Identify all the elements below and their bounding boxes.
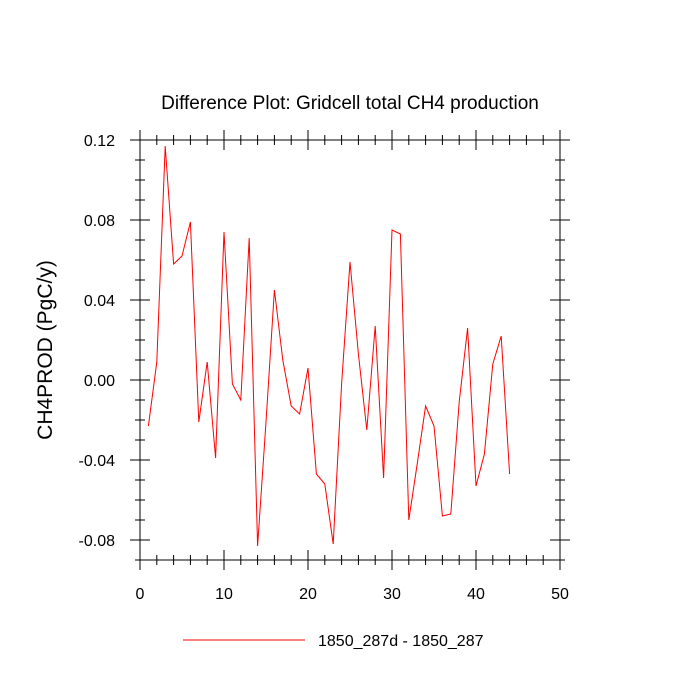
x-tick-label: 20 bbox=[299, 586, 317, 603]
y-tick-label: 0.12 bbox=[84, 133, 115, 150]
x-tick-label: 10 bbox=[215, 586, 233, 603]
plot-frame bbox=[139, 139, 561, 561]
x-tick-label: 50 bbox=[551, 586, 569, 603]
x-axis-ticks: 0 10 20 30 40 50 bbox=[136, 130, 569, 603]
y-tick-label: 0.00 bbox=[84, 373, 115, 390]
x-tick-label: 0 bbox=[136, 586, 145, 603]
chart-title: Difference Plot: Gridcell total CH4 prod… bbox=[161, 93, 539, 114]
series-layer bbox=[147, 145, 511, 547]
y-axis-ticks: -0.08 -0.04 0.00 0.04 0.08 0.12 bbox=[79, 133, 570, 550]
minor-ticks bbox=[135, 135, 565, 565]
legend: 1850_287d - 1850_287 bbox=[183, 633, 484, 650]
x-tick-label: 30 bbox=[383, 586, 401, 603]
legend-label: 1850_287d - 1850_287 bbox=[318, 633, 484, 650]
series-line-0 bbox=[147, 145, 511, 547]
y-tick-label: 0.08 bbox=[84, 213, 115, 230]
y-axis-label: CH4PROD (PgC/y) bbox=[34, 260, 57, 440]
y-tick-label: -0.08 bbox=[79, 533, 116, 550]
y-tick-label: 0.04 bbox=[84, 293, 115, 310]
y-tick-label: -0.04 bbox=[79, 453, 116, 470]
x-tick-label: 40 bbox=[467, 586, 485, 603]
